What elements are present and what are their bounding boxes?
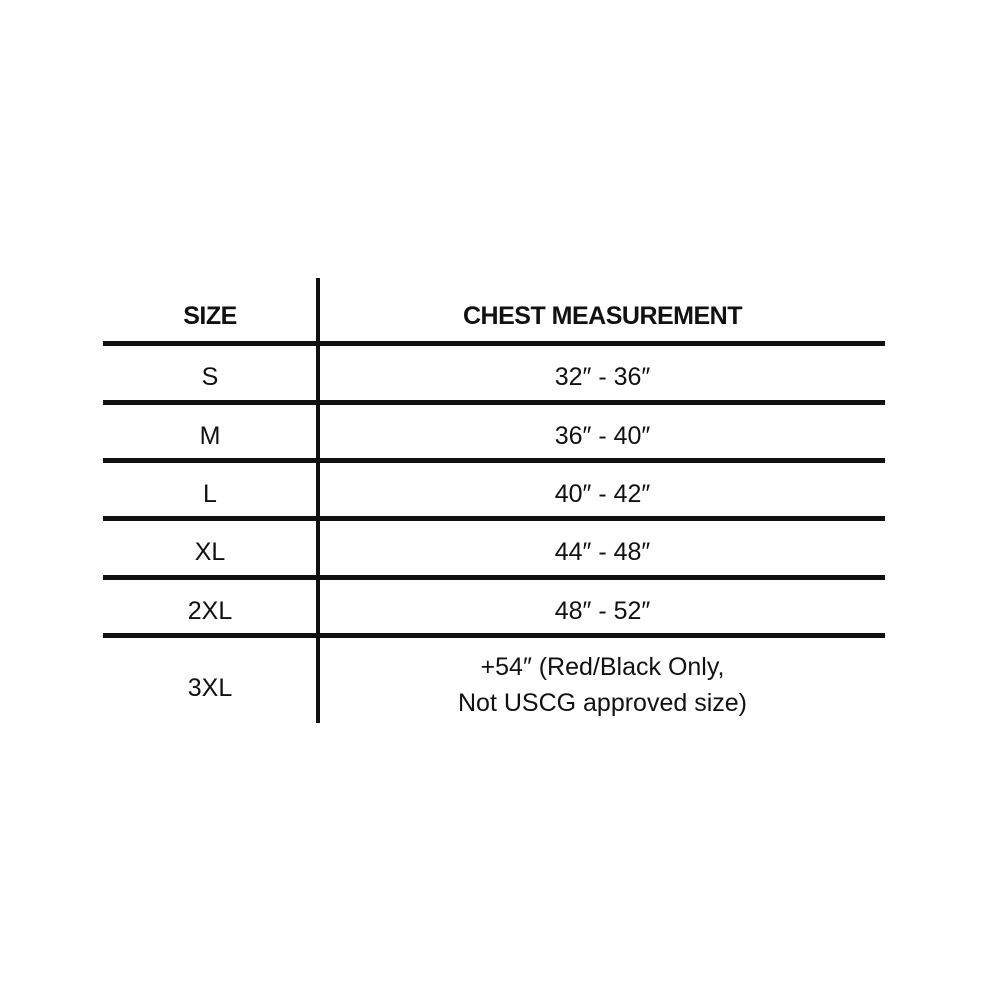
header-chest-measurement: CHEST MEASUREMENT <box>462 302 743 330</box>
measurement-cell: 32″ - 36″ <box>554 363 651 391</box>
size-cell: 2XL <box>187 597 233 625</box>
measurement-cell: 48″ - 52″ <box>554 597 651 625</box>
size-cell: L <box>203 480 217 508</box>
size-cell: S <box>201 363 219 391</box>
row-divider <box>103 341 885 346</box>
measurement-line: +54″ (Red/Black Only, <box>480 653 725 681</box>
row-divider <box>103 458 885 463</box>
header-size: SIZE <box>183 302 237 330</box>
size-cell: XL <box>194 538 226 566</box>
row-divider <box>103 516 885 521</box>
row-divider <box>103 400 885 405</box>
measurement-cell: 40″ - 42″ <box>554 480 651 508</box>
column-divider <box>316 278 320 723</box>
measurement-cell: +54″ (Red/Black Only, Not USCG approved … <box>320 649 885 721</box>
size-cell: M <box>199 422 221 450</box>
measurement-line: Not USCG approved size) <box>457 689 747 717</box>
row-divider <box>103 575 885 580</box>
measurement-cell: 44″ - 48″ <box>554 538 651 566</box>
row-divider <box>103 633 885 638</box>
measurement-cell: 36″ - 40″ <box>554 422 651 450</box>
size-cell: 3XL <box>187 674 233 702</box>
